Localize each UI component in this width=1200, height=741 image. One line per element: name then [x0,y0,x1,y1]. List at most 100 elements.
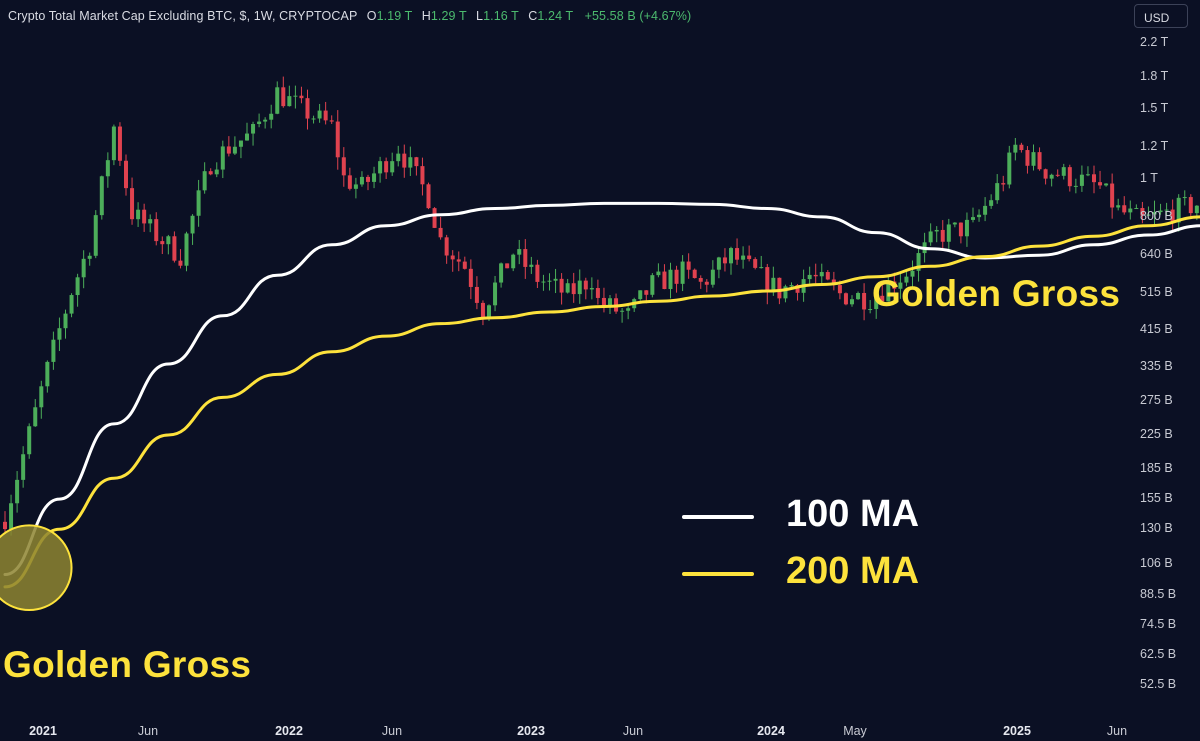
candle-body [1098,182,1103,186]
price-tick: 415 B [1140,321,1173,336]
candle-body [184,233,189,266]
price-tick: 1 T [1140,170,1158,185]
candle-body [1182,197,1187,199]
candle-body [1013,144,1018,153]
candle-body [1140,208,1145,216]
candle-body [535,264,540,282]
candle-body [93,215,98,256]
candle-body [735,248,740,260]
candle [1098,170,1103,189]
candle-body [977,214,982,218]
candle [843,292,848,306]
candle [523,239,528,279]
candle [741,246,746,269]
candle-body [880,295,885,302]
candle-body [293,95,298,97]
candle [124,154,128,196]
candle [402,144,407,178]
candle-body [1116,205,1121,208]
candle-body [650,275,655,295]
candle-body [402,153,407,168]
candle [220,140,225,179]
candle [214,162,219,178]
candle [1110,173,1115,219]
candle-body [529,264,534,267]
candle [1182,190,1187,206]
candle [130,177,135,225]
candle-body [420,166,425,185]
candle-body [989,200,994,206]
price-tick: 1.2 T [1140,139,1169,154]
price-tick: 130 B [1140,521,1173,536]
candle-body [722,257,727,264]
golden-cross-label-left: Golden Gross [3,644,252,685]
candle-body [577,280,582,295]
candle [1116,198,1121,211]
candle [577,269,582,304]
candle [1031,144,1036,171]
candle [753,257,758,270]
candle [565,278,570,294]
candle [747,245,752,262]
candle [638,290,643,301]
golden-cross-marker-left [0,524,73,612]
candle [87,252,92,266]
candle [69,293,74,318]
legend-label: 100 MA [786,493,920,535]
candle [850,295,854,307]
candle-body [946,224,951,242]
candle-body [1025,150,1030,166]
candle-body [716,257,721,270]
candle [940,220,945,250]
candle [378,156,383,183]
candle [583,277,588,300]
currency-button[interactable]: USD [1134,4,1188,28]
candle-body [843,293,848,305]
candle-body [87,255,92,259]
candle [729,246,733,275]
candle-body [1110,183,1115,208]
candle-body [130,188,135,220]
candle-body [1001,183,1006,185]
candle-body [626,308,631,311]
candle [1067,164,1072,192]
ma200-line [3,215,1200,589]
candle [323,101,328,125]
candle [202,162,207,194]
candle-body [214,169,219,175]
high-key: H [421,9,431,23]
candle-body [263,119,268,122]
candle-body [45,361,50,387]
candle-body [1104,183,1109,186]
candle-body [1019,144,1024,151]
price-tick: 106 B [1140,556,1173,571]
price-tick: 62.5 B [1140,647,1177,662]
candle-body [753,259,758,268]
candle-body [21,454,26,480]
candle-body [178,260,183,266]
candle [184,231,189,272]
candle [1001,175,1006,192]
candle [698,275,703,289]
candle [1092,165,1096,194]
candle-body [456,259,461,262]
candle-body [523,249,528,267]
candle [347,167,352,191]
candle-body [789,285,794,287]
candle [1037,147,1042,171]
time-tick: 2023 [517,724,545,738]
candle [880,284,885,304]
candle [934,226,939,243]
candle-body [698,278,703,282]
candle-body [220,146,225,170]
candle-body [202,171,207,191]
candle-body [916,253,921,271]
candle [608,295,612,314]
close-value: 1.24 T [537,9,574,23]
candle [317,103,322,123]
candle-body [1152,212,1157,215]
candle [154,212,159,246]
candle-body [311,118,316,120]
